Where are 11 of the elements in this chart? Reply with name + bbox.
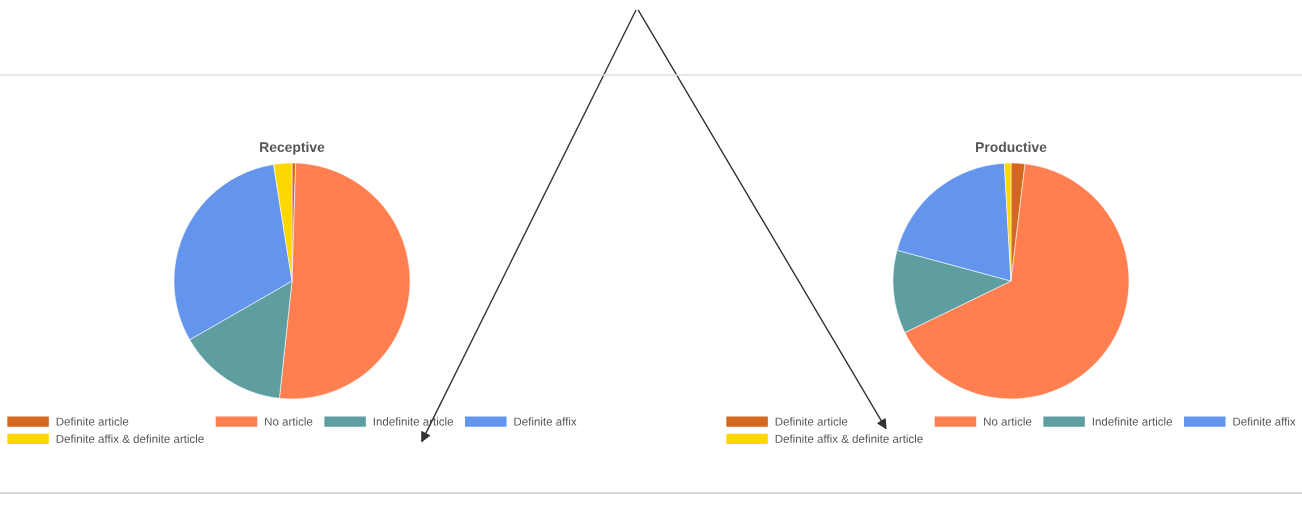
legend-label: No article [984, 417, 1032, 426]
legend-label: Indefinite article [1092, 417, 1172, 426]
legend-label: Definite affix [514, 417, 577, 426]
legend-label: Definite affix [1233, 417, 1296, 426]
chart-title: Productive [976, 141, 1047, 153]
legend-label: No article [265, 417, 313, 426]
legend-label: Definite affix & definite article [775, 434, 923, 443]
legend-label: Definite affix & definite article [56, 434, 204, 443]
legend-label: Definite article [775, 417, 848, 426]
legend-label: Definite article [56, 417, 129, 426]
chart-title: Receptive [260, 141, 325, 155]
